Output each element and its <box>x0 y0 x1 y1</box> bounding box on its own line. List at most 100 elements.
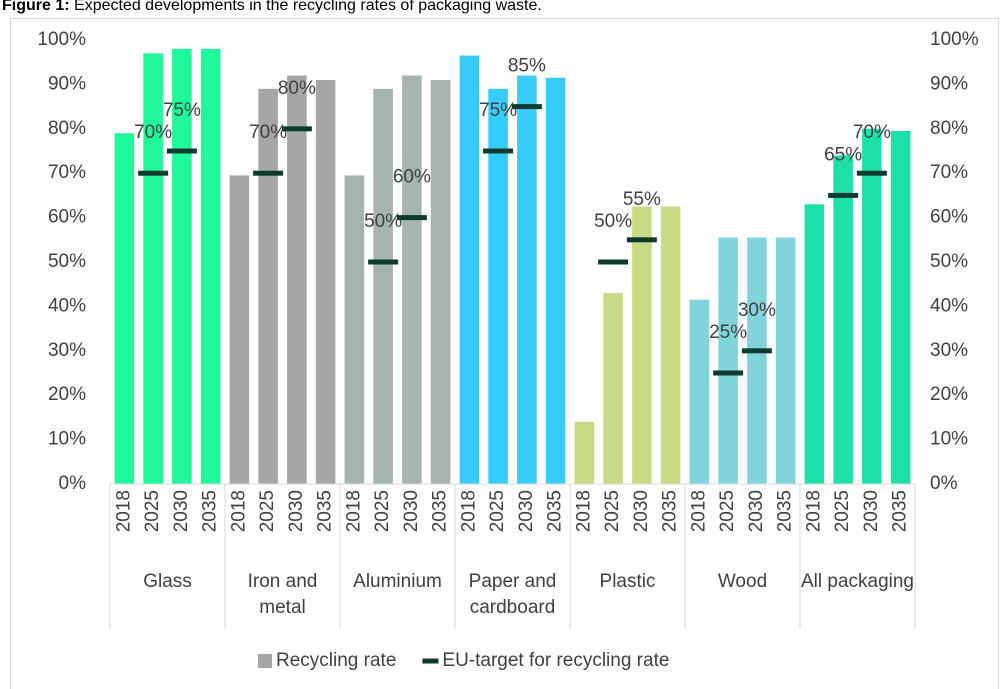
y2-tick-label: 80% <box>930 118 968 139</box>
x-tick-label: 2030 <box>746 490 767 532</box>
bar <box>632 206 652 484</box>
x-tick-label: 2018 <box>688 490 709 532</box>
x-tick-label: 2025 <box>142 490 163 532</box>
target-marker <box>741 348 772 354</box>
y2-tick-label: 90% <box>930 73 968 94</box>
bar <box>459 55 480 484</box>
bar <box>373 88 393 484</box>
bar <box>689 299 710 484</box>
y-tick-label: 30% <box>48 340 86 361</box>
group-label: Glass <box>143 571 192 592</box>
data-label: 70% <box>134 122 172 143</box>
bar <box>517 75 537 485</box>
data-label: 50% <box>364 211 402 232</box>
target-marker <box>511 104 542 110</box>
y2-tick-label: 0% <box>930 473 958 494</box>
bar <box>862 128 882 485</box>
y-tick-label: 20% <box>48 384 86 405</box>
bar <box>574 421 595 484</box>
data-label: 25% <box>709 322 747 343</box>
data-label: 65% <box>824 144 862 165</box>
group-label: Paper and cardboard <box>468 571 557 618</box>
data-label: 30% <box>738 300 776 321</box>
target-marker <box>253 170 284 176</box>
bar <box>747 237 767 484</box>
x-tick-label: 2030 <box>861 490 882 532</box>
x-tick-label: 2018 <box>343 490 364 532</box>
target-marker <box>828 192 859 198</box>
target-marker <box>166 148 197 154</box>
legend-swatch <box>422 658 439 664</box>
y2-tick-label: 100% <box>930 29 979 50</box>
bar <box>603 293 623 484</box>
target-marker <box>483 148 514 154</box>
data-label: 60% <box>393 167 431 188</box>
group-label: Plastic <box>599 571 656 592</box>
x-tick-label: 2035 <box>315 490 336 532</box>
x-tick-label: 2025 <box>257 490 278 532</box>
bar <box>229 175 250 485</box>
bar <box>545 77 566 485</box>
x-tick-label: 2025 <box>717 490 738 532</box>
x-tick-label: 2025 <box>372 490 393 532</box>
x-tick-label: 2030 <box>286 490 307 532</box>
x-tick-label: 2018 <box>803 490 824 532</box>
group-label: Iron and metal <box>247 571 318 618</box>
title-text: Expected developments in the recycling r… <box>74 0 542 14</box>
y-tick-label: 50% <box>48 251 86 272</box>
x-tick-label: 2025 <box>487 490 508 532</box>
bar <box>488 88 508 484</box>
data-label: 70% <box>853 122 891 143</box>
y-tick-label: 100% <box>37 29 86 50</box>
y2-tick-label: 70% <box>930 162 968 183</box>
y-tick-label: 0% <box>59 473 87 494</box>
target-marker <box>626 237 657 243</box>
y-tick-label: 10% <box>48 429 86 450</box>
data-label: 50% <box>594 211 632 232</box>
title-label: Figure 1: <box>2 0 70 14</box>
x-tick-label: 2030 <box>401 490 422 532</box>
chart-title: Figure 1: Expected developments in the r… <box>2 0 542 14</box>
y2-tick-label: 60% <box>930 207 968 228</box>
bar <box>315 79 336 485</box>
group-label: Wood <box>717 571 768 592</box>
data-label: 70% <box>249 122 287 143</box>
y2-tick-label: 50% <box>930 251 968 272</box>
x-tick-label: 2025 <box>832 490 853 532</box>
target-marker <box>598 259 629 265</box>
x-tick-label: 2035 <box>200 490 221 532</box>
bar <box>718 237 738 484</box>
x-tick-label: 2018 <box>228 490 249 532</box>
bar <box>114 133 135 485</box>
target-marker <box>856 170 887 176</box>
bar <box>430 79 451 485</box>
legend-swatch <box>258 654 272 668</box>
target-marker <box>368 259 399 265</box>
bar <box>804 204 825 484</box>
x-tick-label: 2018 <box>113 490 134 532</box>
x-tick-label: 2035 <box>545 490 566 532</box>
target-marker <box>281 126 312 132</box>
target-marker <box>713 370 744 376</box>
x-tick-label: 2018 <box>458 490 479 532</box>
target-marker <box>396 215 427 221</box>
x-tick-label: 2035 <box>775 490 796 532</box>
y2-tick-label: 20% <box>930 384 968 405</box>
x-tick-label: 2030 <box>171 490 192 532</box>
x-tick-label: 2025 <box>602 490 623 532</box>
y-tick-label: 80% <box>48 118 86 139</box>
bar <box>287 75 307 485</box>
x-tick-label: 2035 <box>660 490 681 532</box>
y-tick-label: 90% <box>48 73 86 94</box>
bar <box>890 131 911 484</box>
group-label: All packaging <box>800 571 915 592</box>
y-tick-label: 40% <box>48 295 86 316</box>
bar <box>258 88 278 484</box>
legend-label: EU-target for recycling rate <box>442 650 669 671</box>
bar <box>660 206 681 484</box>
bar <box>402 75 422 485</box>
bar <box>200 48 221 484</box>
bar <box>172 48 192 484</box>
x-tick-label: 2035 <box>890 490 911 532</box>
